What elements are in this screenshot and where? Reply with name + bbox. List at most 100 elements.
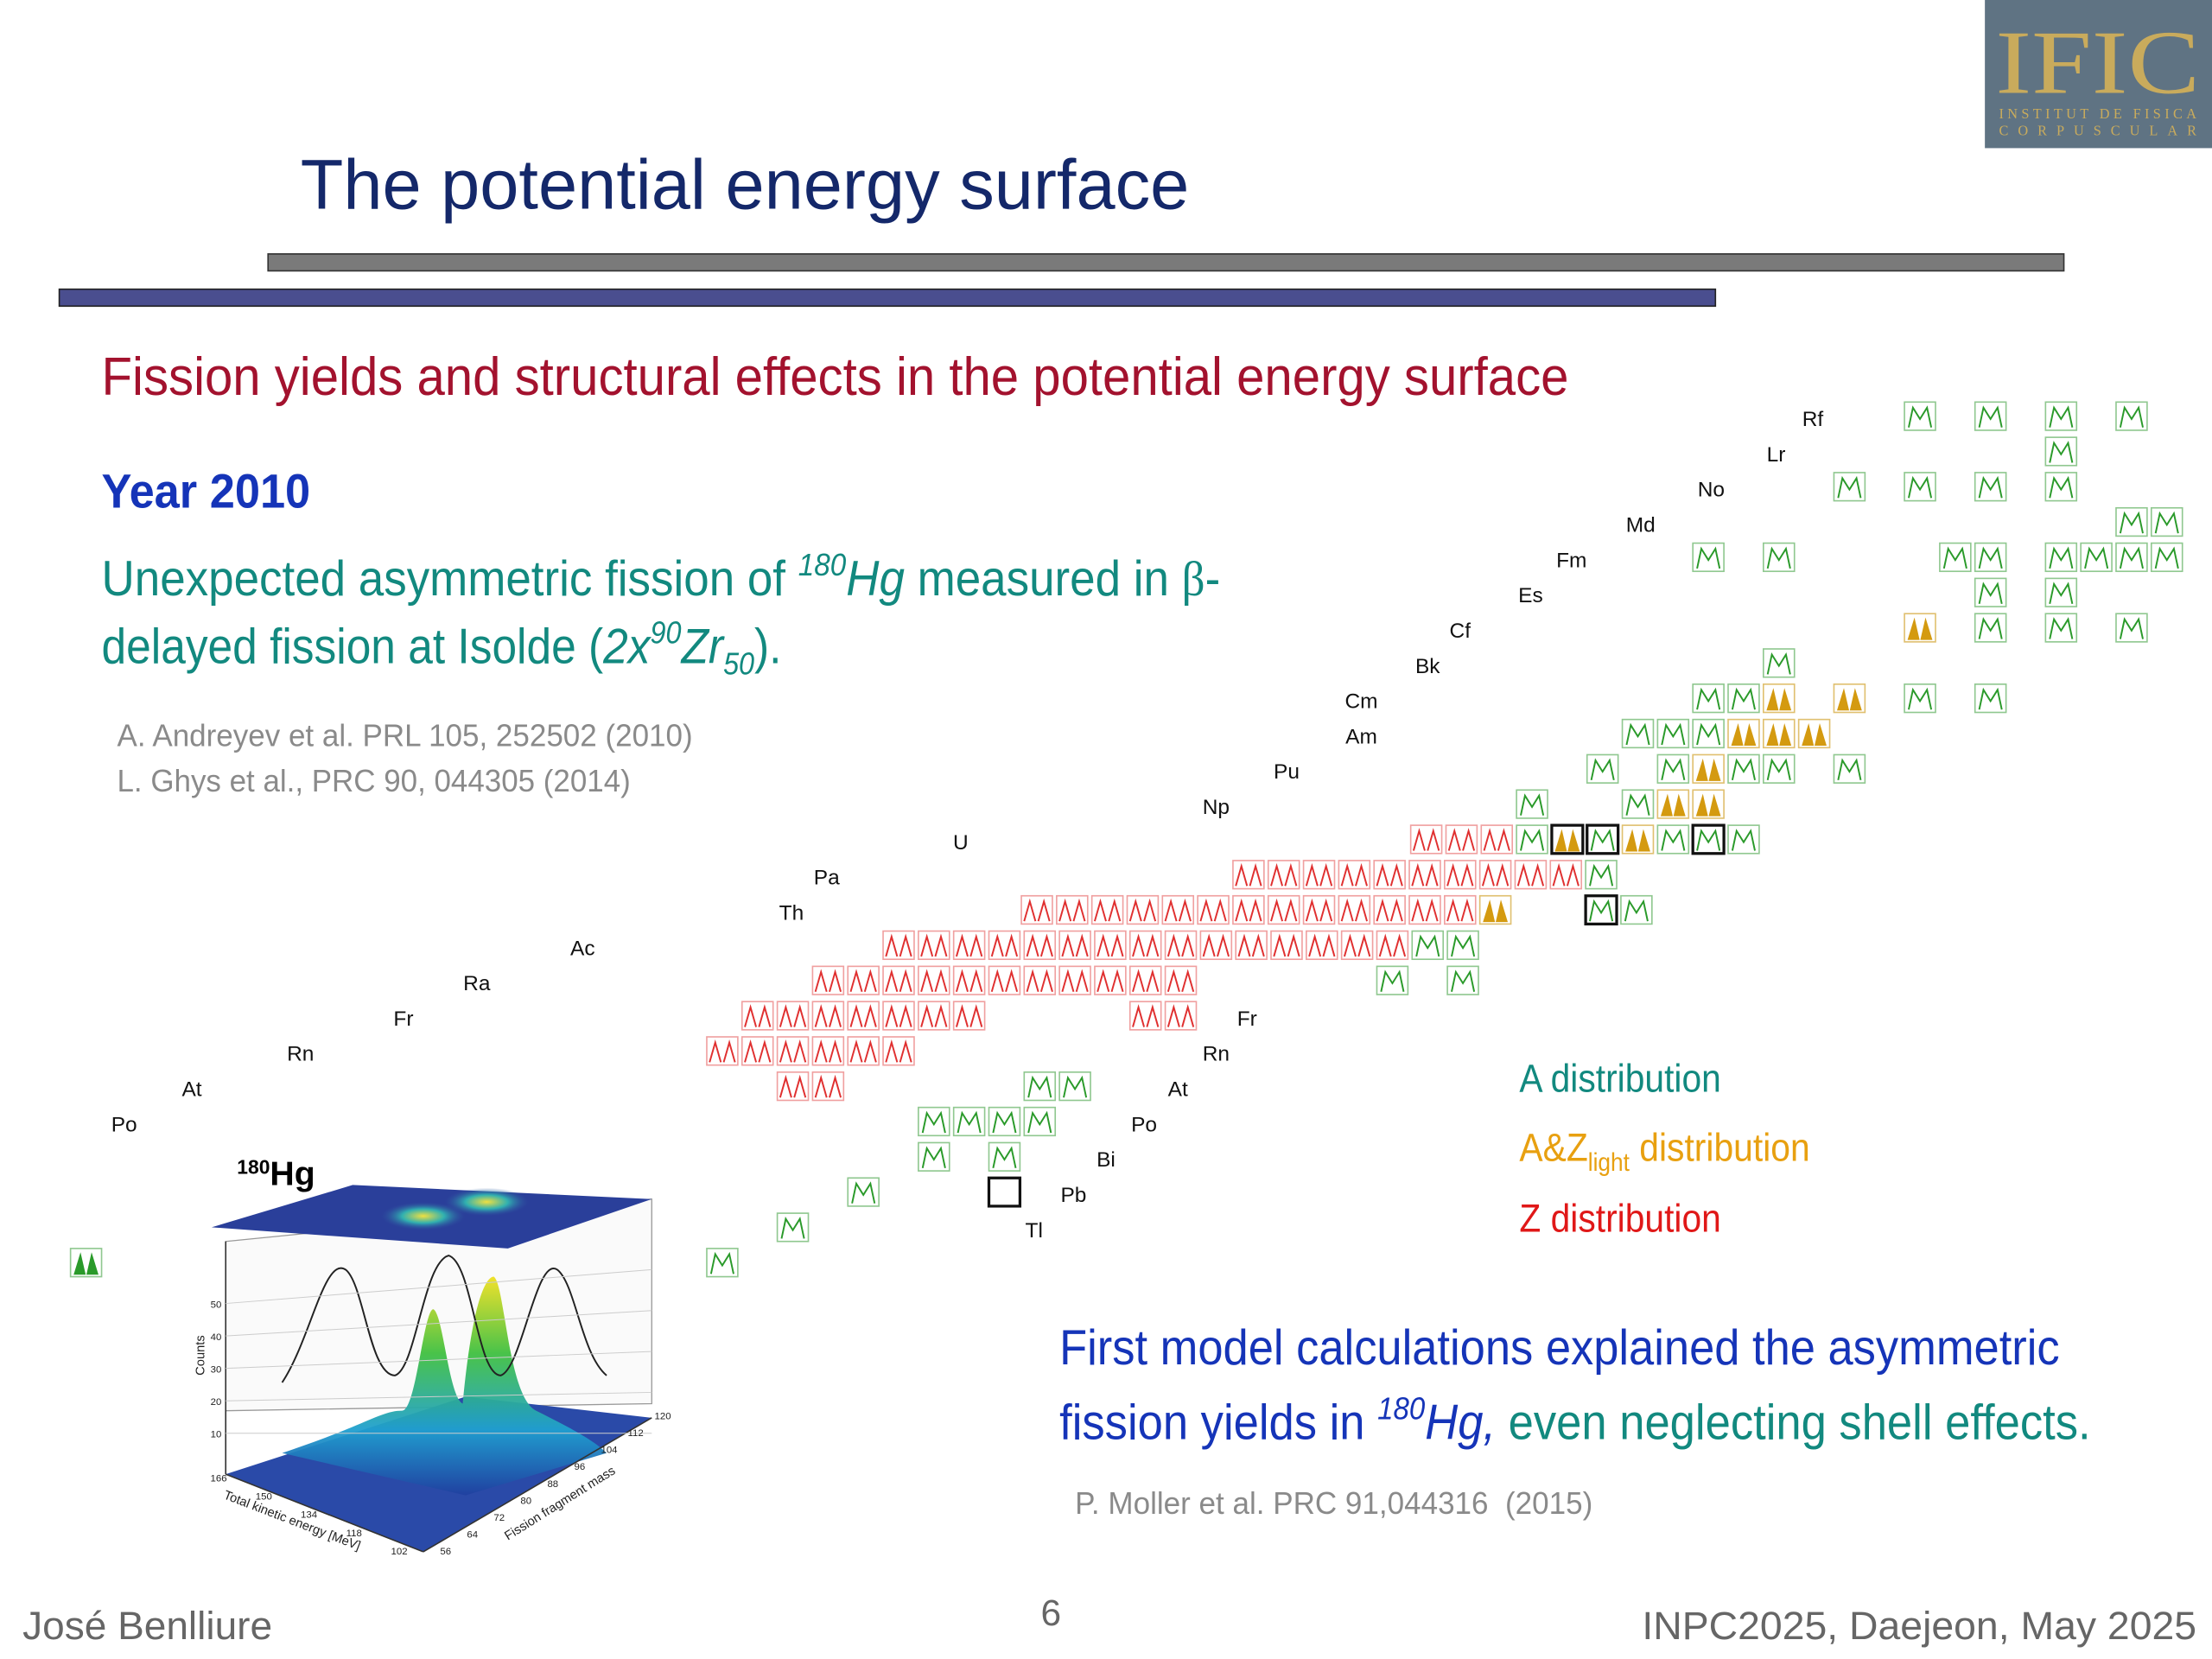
distribution-icon xyxy=(1343,933,1371,957)
distribution-icon xyxy=(1096,969,1124,993)
nuclide-box xyxy=(1023,930,1057,961)
distribution-icon xyxy=(1023,898,1051,922)
footer-page: 6 xyxy=(1041,1592,1062,1633)
text: Hg xyxy=(846,551,905,607)
distribution-icon xyxy=(1942,546,1967,569)
distribution-icon xyxy=(1908,475,1933,499)
distribution-icon xyxy=(885,969,912,993)
distribution-icon xyxy=(2119,617,2144,639)
nuclide-box xyxy=(952,965,986,995)
distribution-icon xyxy=(1411,898,1439,922)
distribution-icon xyxy=(1908,687,1933,710)
tick-label: 88 xyxy=(547,1479,558,1490)
nuclide-box xyxy=(1408,860,1441,890)
element-label: Ac xyxy=(570,937,595,960)
distribution-icon xyxy=(1731,758,1756,781)
distribution-icon xyxy=(1554,829,1580,852)
grid-line xyxy=(226,1310,652,1337)
distribution-icon xyxy=(1590,829,1615,851)
distribution-icon xyxy=(920,933,948,957)
distribution-icon xyxy=(1273,933,1300,957)
nuclide-box xyxy=(1232,860,1265,890)
distribution-icon xyxy=(1837,758,1862,781)
nuclide-box xyxy=(1164,1001,1198,1031)
element-label: Lr xyxy=(1767,443,1786,467)
distribution-icon xyxy=(1624,899,1649,922)
nuclide-box xyxy=(1338,894,1371,925)
distribution-icon xyxy=(1166,933,1195,957)
distribution-icon xyxy=(1766,688,1792,711)
nuclide-box xyxy=(1302,894,1336,925)
distribution-icon xyxy=(1908,405,1933,428)
tick-label: 80 xyxy=(520,1496,531,1506)
element-label: Fm xyxy=(1556,549,1586,572)
distribution-icon xyxy=(1625,793,1650,816)
tick-label: 104 xyxy=(601,1446,619,1456)
distribution-icon xyxy=(921,1110,946,1134)
nuclide-box xyxy=(952,930,986,961)
nuclide-box xyxy=(811,965,845,995)
grid-line xyxy=(226,1391,652,1402)
nuclide-box xyxy=(741,1036,774,1066)
element-label: Fr xyxy=(1237,1007,1257,1031)
nuclide-box xyxy=(1094,930,1127,961)
nuclide-box xyxy=(1128,965,1162,995)
nuclide-box xyxy=(882,1001,915,1031)
distribution-icon xyxy=(744,1004,772,1027)
distribution-icon xyxy=(2119,405,2144,428)
distribution-icon xyxy=(1061,969,1089,993)
tick-label: 166 xyxy=(211,1473,227,1484)
year: Year 2010 xyxy=(102,465,311,518)
distribution-icon xyxy=(1802,723,1827,747)
distribution-icon xyxy=(1589,899,1614,922)
distribution-icon xyxy=(885,1039,912,1063)
element-label: Cm xyxy=(1344,690,1377,714)
distribution-icon xyxy=(1978,405,2003,428)
nuclide-box xyxy=(776,1071,810,1102)
distribution-icon xyxy=(2084,546,2109,569)
distribution-icon xyxy=(709,1039,736,1063)
distribution-icon xyxy=(2049,546,2074,569)
distribution-icon xyxy=(1096,933,1124,957)
tick-label: 40 xyxy=(211,1332,222,1343)
nuclide-box xyxy=(882,1036,915,1066)
distribution-icon xyxy=(779,1004,807,1027)
tick-label: 102 xyxy=(391,1547,408,1557)
nuclide-box xyxy=(1478,860,1512,890)
distribution-icon xyxy=(1661,758,1686,781)
nuclide-box xyxy=(1373,860,1406,890)
distribution-icon xyxy=(1695,758,1721,781)
nuclide-box xyxy=(1444,860,1477,890)
nuclide-box xyxy=(811,1001,845,1031)
element-label: Rn xyxy=(287,1043,314,1066)
distribution-icon xyxy=(1731,829,1756,851)
distribution-icon xyxy=(992,1110,1017,1134)
nuclide-box xyxy=(1480,824,1514,855)
projection-curve xyxy=(281,1255,607,1383)
distribution-icon xyxy=(957,1110,982,1134)
distribution-icon xyxy=(1907,617,1933,640)
conclusion-line: fission yields in 180Hg, even neglecting… xyxy=(1059,1390,2090,1450)
distribution-icon xyxy=(1978,475,2003,499)
nuclide-box xyxy=(918,1001,950,1031)
nuclide-box xyxy=(1445,824,1478,855)
distribution-icon xyxy=(814,1039,842,1063)
distribution-icon xyxy=(1412,828,1440,851)
distribution-icon xyxy=(1696,722,1721,746)
element-label: Po xyxy=(1131,1113,1157,1136)
distribution-icon xyxy=(1695,793,1721,817)
element-label: Fr xyxy=(393,1007,413,1031)
text: even neglecting shell effects. xyxy=(1496,1395,2091,1450)
distribution-icon xyxy=(885,1004,912,1027)
distribution-icon xyxy=(1235,898,1262,922)
distribution-icon xyxy=(1340,862,1368,887)
text: Hg, xyxy=(1425,1395,1496,1450)
logo-name: IFIC xyxy=(1995,13,2200,113)
distribution-icon xyxy=(2154,546,2179,569)
conclusion-line: First model calculations explained the a… xyxy=(1059,1320,2060,1376)
text: measured in xyxy=(905,551,1182,607)
distribution-icon xyxy=(920,969,948,993)
subtitle: Fission yields and structural effects in… xyxy=(102,347,1569,407)
axis xyxy=(225,1473,424,1553)
distribution-icon xyxy=(1696,829,1721,851)
